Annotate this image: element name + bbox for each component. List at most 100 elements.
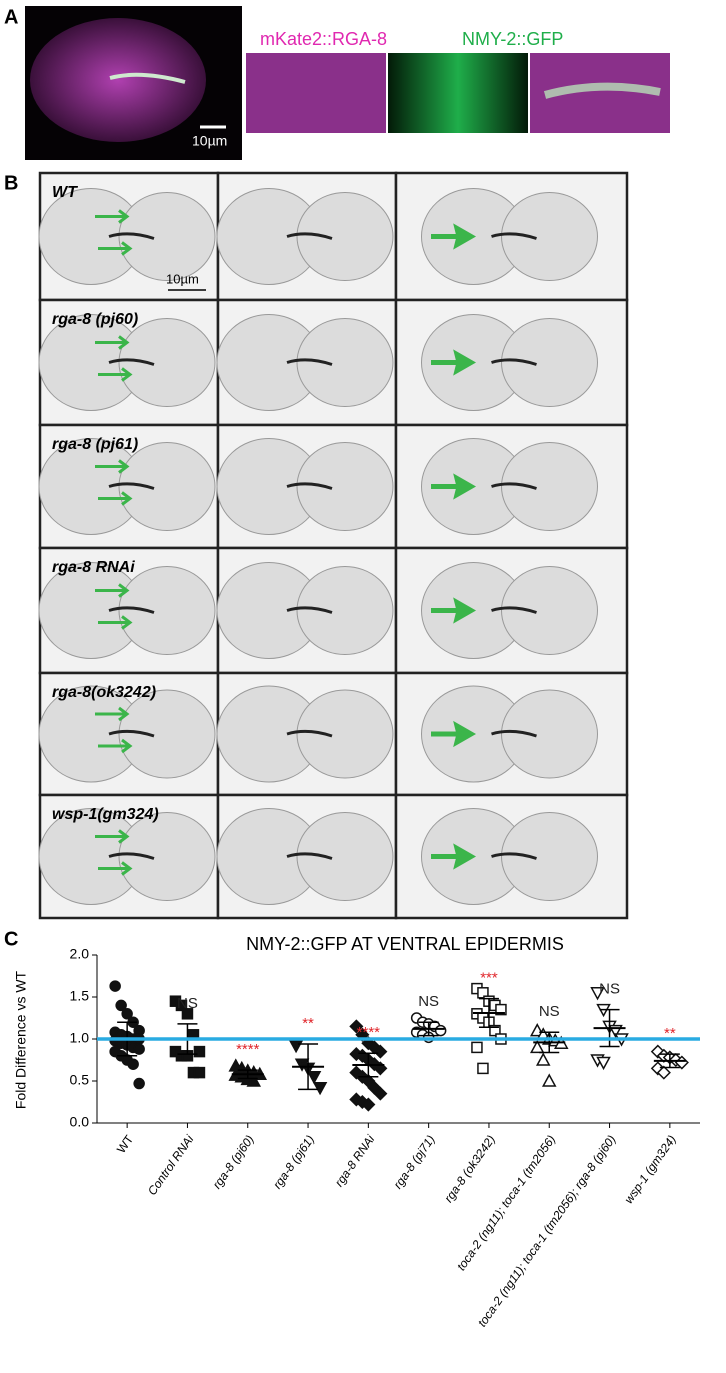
cell-signal bbox=[108, 852, 155, 860]
cell bbox=[296, 812, 394, 901]
cell bbox=[118, 442, 216, 531]
cell bbox=[501, 318, 598, 407]
cell bbox=[118, 566, 216, 655]
data-point bbox=[361, 1097, 376, 1112]
cell bbox=[501, 192, 598, 281]
data-point bbox=[535, 1052, 551, 1066]
x-tick-label: rga-8 (pj61) bbox=[270, 1133, 317, 1192]
data-point bbox=[477, 987, 489, 999]
cell-signal bbox=[491, 232, 537, 240]
row-label: wsp-1(gm324) bbox=[52, 806, 159, 823]
cell-signal bbox=[108, 358, 155, 366]
significance-label: ** bbox=[302, 1015, 314, 1032]
arrow bbox=[431, 597, 477, 624]
arrow bbox=[98, 615, 133, 630]
cell-signal bbox=[491, 606, 537, 614]
arrow bbox=[95, 583, 130, 598]
data-point bbox=[471, 1041, 483, 1054]
cell bbox=[296, 318, 394, 407]
micrograph bbox=[388, 53, 528, 133]
row-label: rga-8(ok3242) bbox=[52, 684, 156, 701]
data-point bbox=[127, 1058, 139, 1070]
arrow bbox=[431, 349, 477, 376]
significance-label: ** bbox=[664, 1025, 676, 1042]
x-tick-label: rga-8 (pj71) bbox=[391, 1133, 438, 1192]
cell-signal bbox=[108, 232, 155, 240]
cell bbox=[501, 689, 598, 779]
cell bbox=[118, 689, 216, 779]
cell-signal bbox=[286, 232, 333, 240]
data-point bbox=[373, 1044, 388, 1059]
row-label: rga-8 (pj60) bbox=[52, 311, 138, 328]
data-point bbox=[133, 1077, 145, 1090]
cell bbox=[296, 689, 394, 779]
arrow bbox=[95, 829, 130, 844]
data-point bbox=[193, 1045, 206, 1058]
cell bbox=[501, 442, 598, 531]
cell bbox=[118, 812, 216, 901]
data-point bbox=[181, 1008, 194, 1020]
row-label: rga-8 (pj61) bbox=[52, 436, 138, 453]
arrow bbox=[98, 738, 133, 754]
data-point bbox=[529, 1039, 545, 1054]
significance-label: **** bbox=[236, 1041, 260, 1058]
cell-signal bbox=[491, 358, 537, 366]
cell-signal bbox=[543, 82, 661, 99]
y-tick-label: 0.5 bbox=[70, 1072, 90, 1088]
cell bbox=[118, 192, 216, 281]
data-point bbox=[656, 1065, 671, 1080]
arrow bbox=[98, 861, 133, 876]
cell-signal bbox=[286, 606, 333, 614]
significance-label: NS bbox=[599, 981, 620, 998]
cell-signal bbox=[491, 729, 537, 738]
data-point bbox=[246, 1073, 262, 1087]
cell bbox=[501, 566, 598, 655]
data-point bbox=[349, 1019, 364, 1034]
row-label: rga-8 RNAi bbox=[52, 559, 135, 576]
panel-label: B bbox=[4, 172, 18, 194]
cell bbox=[501, 812, 598, 901]
cell-signal bbox=[286, 482, 333, 490]
arrow bbox=[95, 459, 130, 474]
x-tick-label: rga-8 (ok3242) bbox=[441, 1133, 498, 1206]
cell bbox=[118, 318, 216, 407]
cell-signal bbox=[491, 482, 537, 490]
scale-label: 10µm bbox=[166, 271, 199, 286]
row-label: WT bbox=[52, 184, 78, 201]
significance-label: NS bbox=[418, 993, 439, 1010]
arrow bbox=[431, 223, 477, 250]
data-point bbox=[288, 1039, 304, 1054]
x-tick-label: wsp-1 (gm324) bbox=[622, 1133, 679, 1207]
cell-signal bbox=[491, 852, 537, 860]
y-tick-label: 0.0 bbox=[70, 1114, 90, 1130]
embryo bbox=[30, 18, 206, 142]
data-point bbox=[495, 1003, 507, 1016]
data-point bbox=[175, 999, 188, 1012]
data-point bbox=[489, 1024, 501, 1037]
panel-label: C bbox=[4, 928, 18, 950]
data-point bbox=[121, 1008, 133, 1020]
data-point bbox=[193, 1066, 206, 1079]
cell-signal bbox=[108, 482, 155, 490]
y-tick-label: 2.0 bbox=[70, 946, 90, 962]
arrow bbox=[95, 706, 130, 722]
significance-label: **** bbox=[357, 1024, 381, 1041]
data-point bbox=[312, 1081, 328, 1096]
data-point bbox=[477, 1062, 489, 1075]
significance-label: NS bbox=[539, 1003, 560, 1020]
channel-label: NMY-2::GFP bbox=[462, 29, 563, 49]
y-tick-label: 1.5 bbox=[70, 988, 90, 1004]
data-point bbox=[109, 980, 121, 992]
x-tick-label: toca-2 (ng11); toca-1 (tm2056); rga-8 (p… bbox=[475, 1133, 619, 1330]
significance-label: NS bbox=[177, 995, 198, 1012]
cell-signal bbox=[108, 606, 155, 614]
significance-label: *** bbox=[480, 970, 498, 987]
cell bbox=[296, 566, 394, 655]
x-tick-label: rga-8 RNAi bbox=[332, 1132, 378, 1189]
micrograph-grid: WT rga-8 (pj60) rga-8 (pj61) rga-8 RNAi rga-… bbox=[38, 171, 629, 920]
x-tick-label: WT bbox=[114, 1132, 137, 1156]
arrow bbox=[95, 209, 130, 224]
data-point bbox=[373, 1086, 388, 1101]
x-tick-label: toca-2 (ng11); toca-1 (tm2056) bbox=[454, 1133, 558, 1274]
